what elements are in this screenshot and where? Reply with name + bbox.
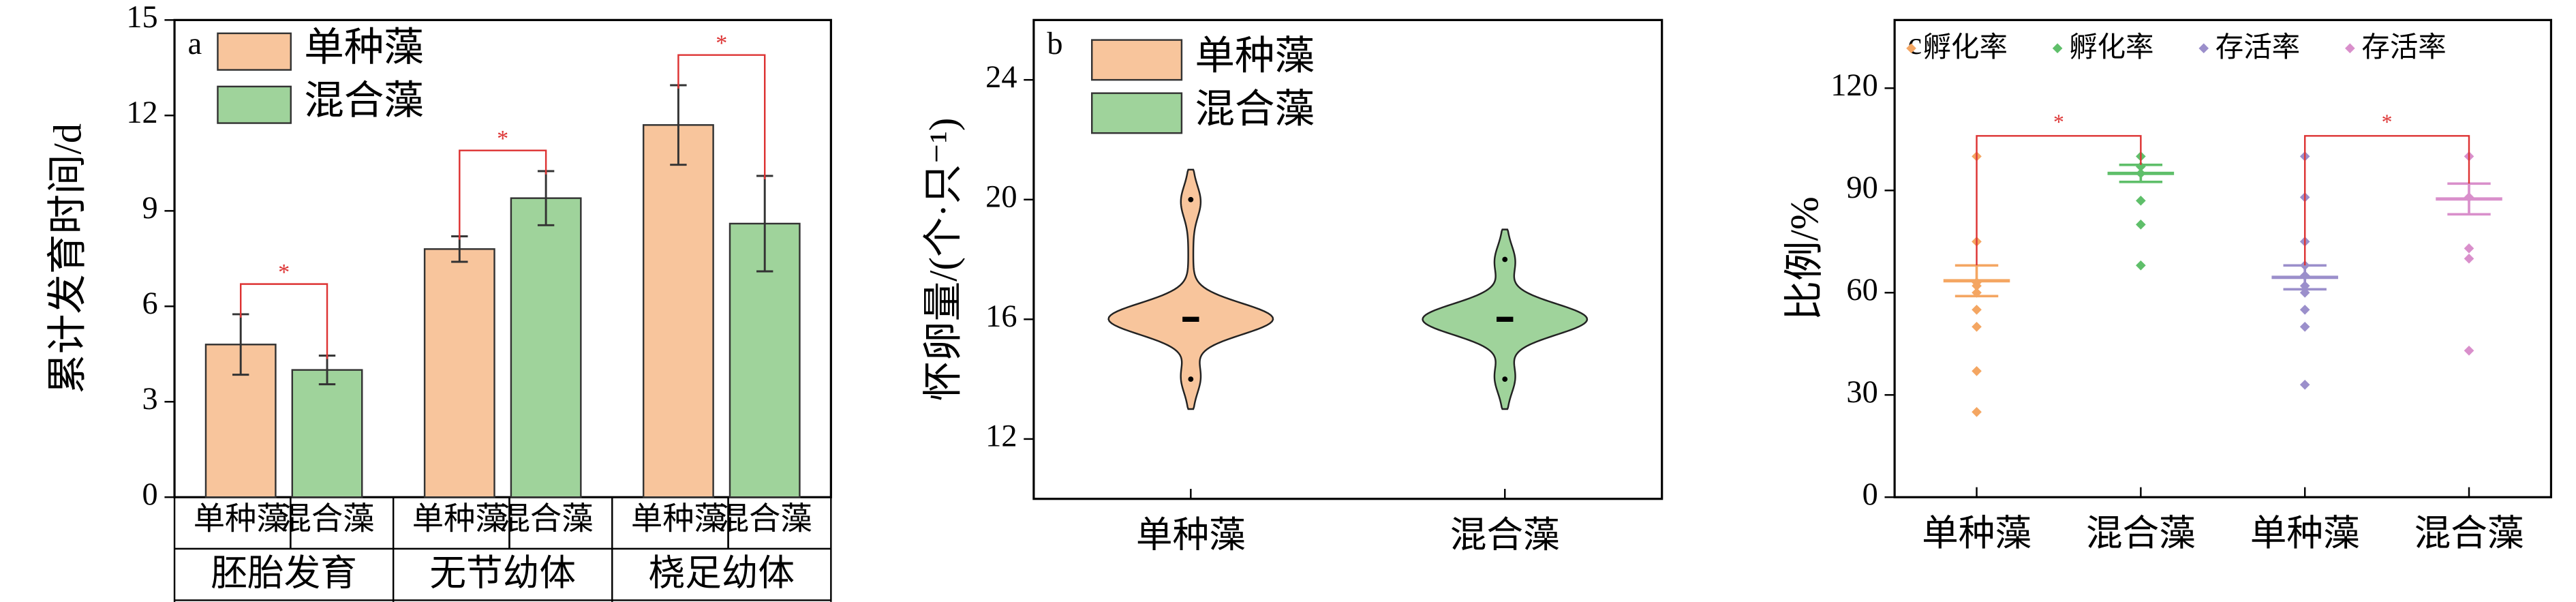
x-sub-label: 混合藻 [499, 502, 594, 537]
y-tick-label: 90 [1846, 170, 1877, 205]
plot-frame [173, 18, 832, 498]
point [1972, 304, 1982, 315]
point [2299, 321, 2310, 332]
y-tick-label: 12 [985, 419, 1017, 454]
y-tick-label: 3 [142, 382, 158, 417]
bar [423, 248, 495, 498]
point [2299, 379, 2310, 390]
significance-label: * [497, 126, 508, 151]
significance-label: * [2053, 110, 2064, 134]
x-sub-label: 单种藻 [194, 502, 288, 537]
x-tick-label: 桡足幼体 [649, 553, 795, 594]
y-tick-label: 60 [1846, 273, 1877, 307]
y-tick-label: 24 [985, 60, 1017, 95]
point [2464, 243, 2474, 254]
significance-bracket [1976, 135, 2142, 266]
bar [642, 124, 714, 498]
legend-marker [2052, 43, 2063, 54]
x-sub-label: 混合藻 [718, 502, 812, 537]
y-tick-label: 16 [985, 299, 1017, 334]
y-axis-label: 比例/% [1782, 196, 1826, 320]
bar [291, 369, 363, 498]
y-tick-label: 120 [1830, 68, 1878, 103]
x-sub-label: 混合藻 [280, 502, 375, 537]
panel-label: b [1047, 27, 1062, 61]
panel-label: c [1908, 27, 1922, 61]
x-tick-label: 胚胎发育 [211, 553, 357, 594]
legend-marker [2198, 43, 2209, 54]
y-tick-label: 6 [142, 286, 158, 321]
y-tick-label: 0 [1862, 477, 1878, 512]
legend-label: 孵化率 [2069, 31, 2153, 63]
legend-label: 混合藻 [304, 78, 424, 123]
point [1188, 376, 1194, 382]
significance-label: * [716, 31, 727, 56]
point [2299, 304, 2310, 315]
point [1972, 365, 1982, 376]
point [2136, 220, 2146, 230]
legend-swatch [1091, 92, 1183, 134]
significance-bracket [677, 54, 766, 179]
point [2136, 260, 2146, 271]
point [2464, 345, 2474, 356]
y-tick-label: 20 [985, 179, 1017, 214]
x-tick-label: 混合藻 [2086, 513, 2196, 554]
y-axis-label: 怀卵量/(个·只⁻¹) [921, 118, 966, 402]
y-tick-label: 0 [142, 477, 158, 512]
x-tick-label: 单种藻 [2250, 513, 2360, 554]
x-tick-label: 单种藻 [1136, 515, 1246, 556]
y-tick-label: 15 [126, 0, 157, 35]
x-tick-label: 混合藻 [2414, 513, 2524, 554]
significance-label: * [2382, 110, 2393, 134]
significance-bracket [239, 283, 328, 359]
legend-swatch [217, 85, 292, 124]
point [2136, 196, 2146, 206]
point [1502, 256, 1508, 262]
legend-label: 孵化率 [1923, 31, 2008, 63]
x-tick-label: 混合藻 [1450, 515, 1560, 556]
y-tick-label: 12 [126, 95, 157, 130]
plot-frame [1032, 18, 1663, 500]
y-tick-label: 9 [142, 191, 158, 226]
y-axis-label: 累计发育时间/d [45, 123, 89, 394]
y-tick-label: 30 [1846, 375, 1877, 410]
significance-bracket [2303, 135, 2470, 266]
legend-marker [2345, 43, 2355, 54]
point [1972, 321, 1982, 332]
legend-swatch [1091, 39, 1183, 81]
legend-label: 存活率 [2215, 31, 2300, 63]
legend-label: 存活率 [2361, 31, 2446, 63]
x-tick-label: 单种藻 [1922, 513, 2031, 554]
legend-label: 单种藻 [1195, 33, 1315, 78]
x-sub-label: 单种藻 [631, 502, 726, 537]
legend-label: 单种藻 [304, 25, 424, 70]
violin [1107, 168, 1274, 410]
point [1502, 376, 1508, 382]
point [1188, 196, 1194, 202]
point [1972, 406, 1982, 417]
significance-label: * [278, 260, 290, 285]
plot-frame [1893, 18, 2553, 498]
x-tick-label: 无节幼体 [429, 553, 576, 594]
legend-swatch [217, 32, 292, 71]
point [2464, 253, 2474, 264]
x-sub-label: 单种藻 [412, 502, 507, 537]
bar [510, 197, 582, 498]
panel-label: a [188, 27, 202, 61]
legend-label: 混合藻 [1195, 87, 1315, 131]
significance-bracket [459, 149, 547, 240]
